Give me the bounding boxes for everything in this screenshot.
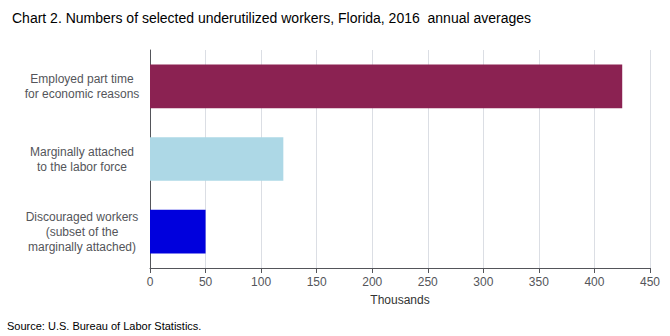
svg-text:(subset of the: (subset of the <box>46 225 119 239</box>
svg-text:for economic reasons: for economic reasons <box>25 87 140 101</box>
svg-text:marginally attached): marginally attached) <box>28 240 136 254</box>
svg-text:350: 350 <box>529 275 549 289</box>
svg-text:Chart 2. Numbers of selected u: Chart 2. Numbers of selected underutiliz… <box>12 10 531 26</box>
svg-text:300: 300 <box>473 275 493 289</box>
svg-text:Discouraged workers: Discouraged workers <box>26 210 139 224</box>
svg-text:to the labor force: to the labor force <box>37 160 127 174</box>
svg-text:450: 450 <box>640 275 660 289</box>
svg-text:150: 150 <box>307 275 327 289</box>
svg-text:Employed part time: Employed part time <box>30 72 134 86</box>
svg-text:200: 200 <box>362 275 382 289</box>
svg-text:100: 100 <box>251 275 271 289</box>
svg-text:50: 50 <box>199 275 213 289</box>
svg-text:Thousands: Thousands <box>370 293 429 307</box>
svg-text:250: 250 <box>418 275 438 289</box>
svg-text:Source: U.S. Bureau of Labor S: Source: U.S. Bureau of Labor Statistics. <box>7 320 201 332</box>
svg-text:400: 400 <box>584 275 604 289</box>
svg-text:Marginally attached: Marginally attached <box>30 145 134 159</box>
svg-text:0: 0 <box>147 275 154 289</box>
